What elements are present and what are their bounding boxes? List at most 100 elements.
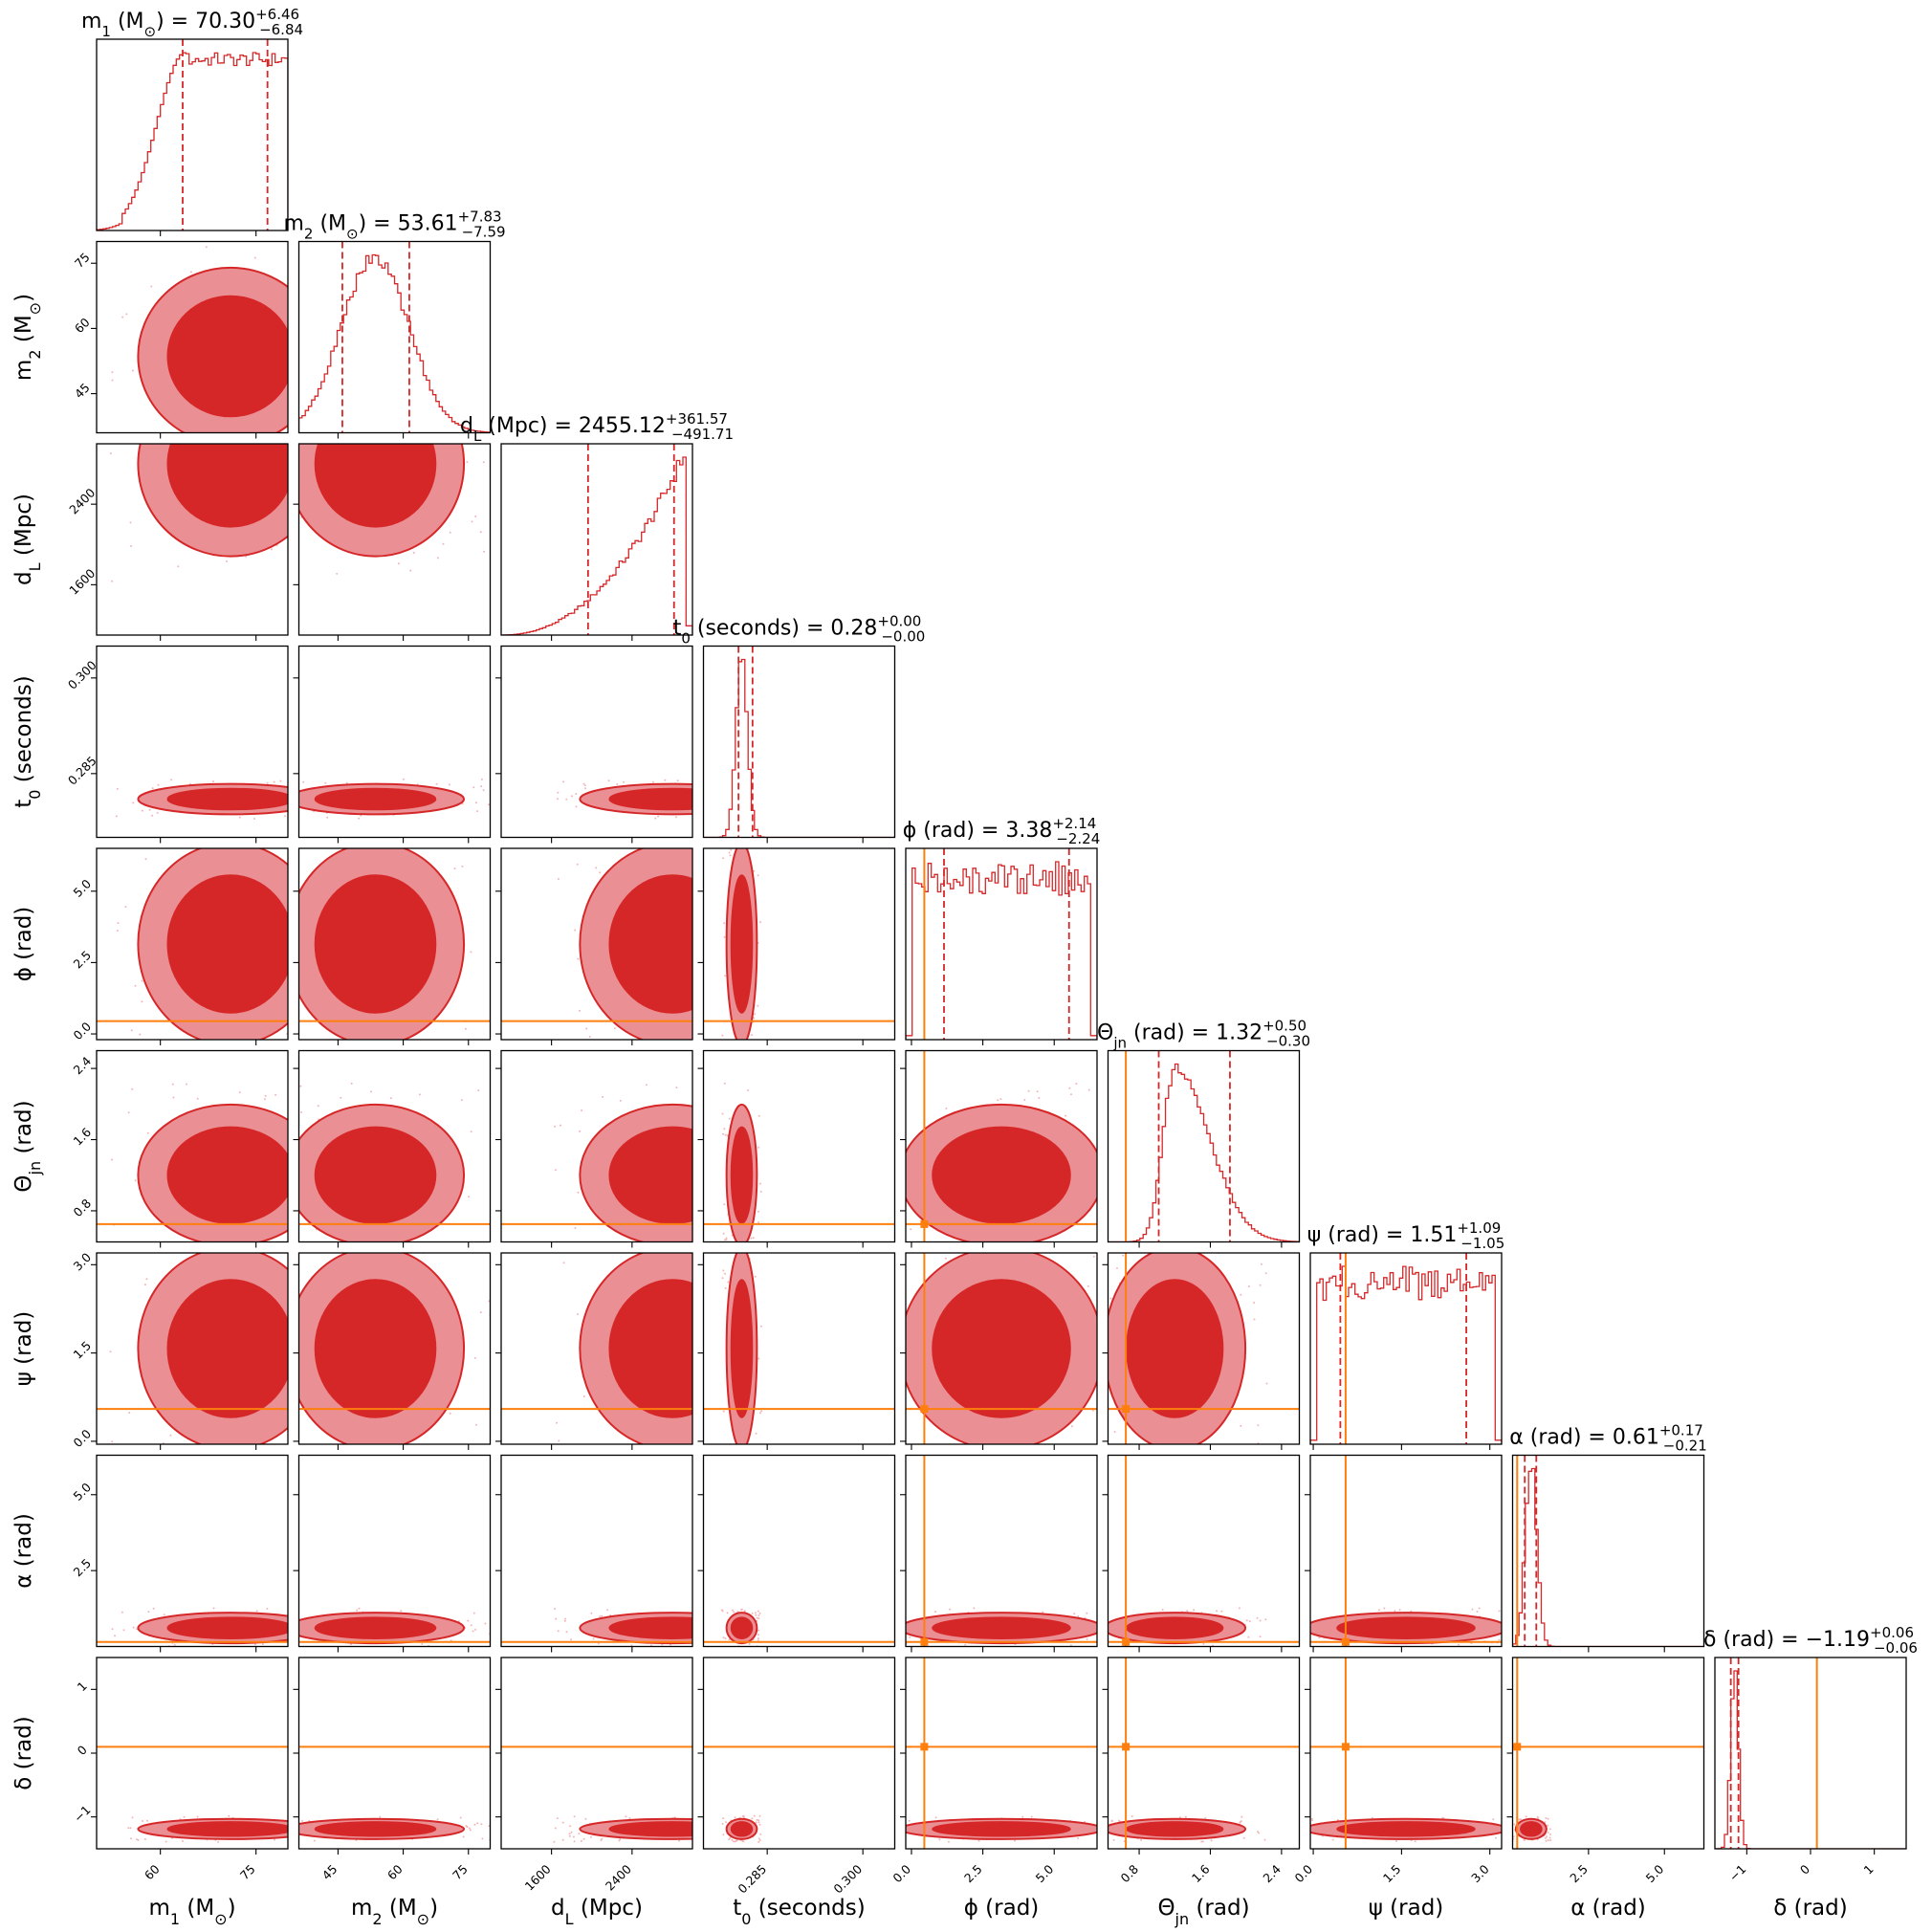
panel-frame (297, 1049, 492, 1243)
panel-title-delta: δ (rad) = −1.19+0.06 −0.06 (1703, 1624, 1918, 1657)
injection-marker (1341, 1637, 1350, 1646)
y-tick-label-t0-1: 0.300 (65, 658, 99, 692)
y-tick-label-m2-1: 60 (72, 315, 93, 336)
panel-dL-vs-theta_jn (495, 1049, 693, 1248)
y-tick-label-delta-2: 1 (75, 1679, 90, 1694)
x-tick-label-alpha-0: 2.5 (1567, 1862, 1591, 1886)
y-tick-label-phi-1: 2.5 (70, 948, 94, 972)
contour-inner-psi-alpha (1336, 1616, 1476, 1639)
panel-frame (702, 847, 896, 1041)
injection-marker (1122, 1637, 1131, 1646)
contour-inner-m2-t0 (314, 787, 437, 811)
contour-inner-alpha-delta (1520, 1821, 1543, 1837)
panel-frame (297, 443, 492, 636)
contour-inner-dL-psi (608, 1279, 692, 1418)
injection-marker (1122, 1405, 1131, 1414)
panel-frame (297, 240, 492, 434)
panel-m2-vs-theta_jn (293, 1049, 492, 1248)
panel-m2-vs-t0 (293, 645, 492, 844)
x-tick-label-alpha-1: 5.0 (1643, 1861, 1667, 1885)
contour-inner-m1-dL (166, 444, 288, 528)
contour-inner-m2-alpha (314, 1616, 437, 1639)
panel-m1-vs-t0: 0.285 0.300 (65, 645, 289, 844)
panel-title-theta_jn: Θjn (rad) = 1.32+0.50 −0.30 (1097, 1018, 1310, 1052)
hist-panel-t0: t0 (seconds) = 0.28+0.00 −0.00 (673, 613, 925, 844)
y-axis-label-t0: t0 (seconds) (11, 675, 44, 808)
panel-title-phi: ϕ (rad) = 3.38+2.14 −2.24 (903, 815, 1101, 847)
contour-inner-m2-dL (314, 444, 437, 528)
panel-title-m1: m1 (M⊙) = 70.30+6.46 −6.84 (81, 6, 303, 40)
panel-frame (96, 240, 289, 434)
contour-inner-dL-t0 (608, 787, 692, 811)
histogram-m1 (97, 52, 288, 231)
x-tick-label-theta_jn-1: 1.6 (1189, 1861, 1213, 1885)
histogram-theta_jn (1108, 1063, 1300, 1242)
contour-inner-theta_jn-alpha (1126, 1616, 1224, 1639)
panel-theta_jn-vs-delta: 0.8 1.6 2.4 (1102, 1657, 1301, 1885)
contour-inner-t0-theta_jn (730, 1126, 754, 1224)
panel-phi-vs-delta: 0.0 2.5 5.0 (889, 1657, 1098, 1885)
y-tick-label-dL-0: 1600 (66, 566, 98, 598)
y-tick-label-psi-0: 0.0 (70, 1426, 94, 1450)
x-axis-label-delta: δ (rad) (1773, 1896, 1847, 1921)
panel-theta_jn-vs-alpha (1102, 1454, 1301, 1653)
contour-inner-t0-phi (730, 874, 754, 1014)
panel-alpha-vs-delta: 2.5 5.0 (1506, 1657, 1705, 1886)
contour-inner-m1-t0 (166, 787, 288, 811)
y-axis-label-alpha: α (rad) (11, 1513, 36, 1589)
panel-frame (905, 1454, 1098, 1648)
panel-phi-vs-theta_jn (900, 1049, 1098, 1248)
y-tick-label-psi-1: 1.5 (70, 1338, 94, 1362)
x-tick-label-psi-0: 0.0 (1292, 1861, 1316, 1885)
histogram-phi (906, 861, 1097, 1040)
panel-frame (297, 847, 492, 1041)
x-axis-label-m1: m1 (M⊙) (148, 1896, 235, 1928)
panel-t0-vs-phi (697, 847, 896, 1045)
panel-frame (1107, 1252, 1301, 1445)
injection-marker (1513, 1743, 1522, 1751)
panel-frame (96, 1049, 289, 1243)
hist-panel-alpha: α (rad) = 0.61+0.17 −0.21 (1509, 1422, 1707, 1653)
hist-panel-dL: dL (Mpc) = 2455.12+361.57 −491.71 (460, 410, 734, 641)
panel-dL-vs-psi (495, 1252, 693, 1450)
contour-inner-m1-alpha (166, 1616, 288, 1639)
x-tick-label-psi-1: 1.5 (1380, 1862, 1404, 1886)
y-tick-label-alpha-1: 5.0 (70, 1480, 94, 1504)
x-tick-label-t0-1: 0.300 (830, 1861, 865, 1896)
panel-t0-vs-theta_jn (697, 1049, 896, 1248)
y-tick-label-theta_jn-1: 1.6 (70, 1125, 94, 1149)
x-tick-label-delta-1: 0 (1797, 1861, 1812, 1877)
histogram-alpha (1512, 1467, 1704, 1647)
panel-frame (96, 645, 289, 839)
contour-inner-t0-psi (730, 1279, 754, 1418)
histogram-delta (1715, 1670, 1906, 1849)
x-axis-label-psi: ψ (rad) (1369, 1896, 1444, 1921)
histogram-t0 (703, 658, 895, 838)
panel-title-alpha: α (rad) = 0.61+0.17 −0.21 (1509, 1422, 1707, 1455)
panel-frame (905, 1049, 1098, 1243)
y-tick-label-m2-2: 75 (72, 250, 93, 271)
panel-frame (500, 443, 693, 636)
panel-frame (1107, 1049, 1301, 1243)
hist-panel-m2: m2 (M⊙) = 53.61+7.83 −7.59 (283, 209, 506, 439)
panel-m1-vs-alpha: 2.5 5.0 (70, 1454, 289, 1653)
panel-frame (500, 645, 693, 839)
panel-t0-vs-alpha (697, 1454, 896, 1653)
x-tick-label-m2-0: 45 (319, 1862, 340, 1883)
panel-frame (1107, 1454, 1301, 1648)
x-tick-label-t0-0: 0.285 (735, 1862, 769, 1897)
panel-frame (96, 1454, 289, 1648)
panel-frame (96, 1252, 289, 1445)
panel-dL-vs-t0 (495, 645, 693, 844)
x-tick-label-m2-2: 75 (450, 1862, 471, 1883)
y-tick-label-delta-1: 0 (75, 1743, 90, 1758)
panel-m1-vs-theta_jn: 0.8 1.6 2.4 (70, 1049, 289, 1248)
contour-inner-m1-m2 (166, 295, 288, 418)
panel-frame (96, 38, 289, 231)
x-tick-label-theta_jn-0: 0.8 (1118, 1861, 1142, 1885)
hist-panel-psi: ψ (rad) = 1.51+1.09 −1.05 (1307, 1219, 1504, 1450)
y-axis-label-m2: m2 (M⊙) (11, 294, 44, 381)
contour-inner-psi-delta (1336, 1821, 1476, 1837)
y-tick-label-theta_jn-2: 2.4 (70, 1054, 94, 1078)
